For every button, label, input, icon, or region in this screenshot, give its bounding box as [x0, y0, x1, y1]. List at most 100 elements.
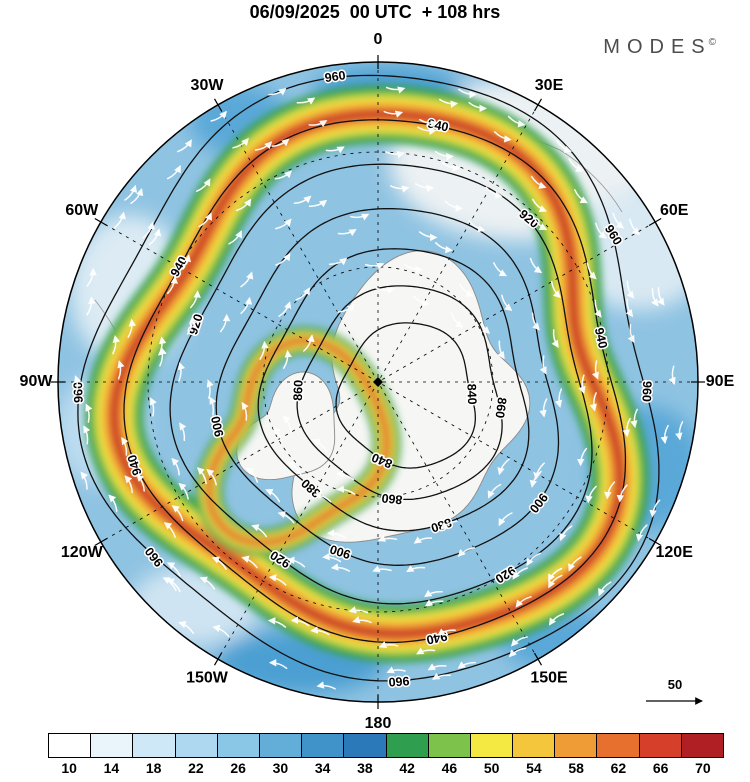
contour-label: 860 — [291, 380, 306, 401]
wind-arrow-icon — [196, 178, 211, 192]
colorbar: 10 14 18 22 26 30 34 38 42 46 50 54 58 62 66 70 — [48, 733, 724, 778]
wind-arrow-icon — [271, 138, 290, 147]
wind-arrow-icon — [316, 681, 336, 690]
wind-arrow-icon — [559, 525, 573, 542]
wind-arrow-icon — [595, 222, 607, 239]
meridian-label: 30W — [191, 77, 225, 94]
map-field: 9609609609609609609409409409409409209209… — [58, 62, 698, 702]
wind-arrow-icon — [275, 252, 291, 266]
wind-arrow-icon — [530, 175, 547, 189]
wind-arrow-icon — [277, 510, 295, 524]
wind-arrow-icon — [418, 231, 438, 242]
wind-arrow-icon — [219, 313, 231, 333]
wind-arrow-icon — [627, 324, 635, 344]
wind-arrow-icon — [171, 457, 180, 476]
wind-arrow-icon — [591, 360, 599, 380]
wind-arrow-icon — [212, 624, 230, 637]
wind-arrow-icon — [629, 218, 641, 235]
wind-arrow-icon — [189, 290, 201, 309]
wind-arrow-icon — [531, 312, 540, 331]
wind-arrow-icon — [626, 280, 635, 299]
colorbar-tick: 34 — [314, 760, 331, 776]
wind-arrow-icon — [240, 296, 253, 315]
wind-arrow-icon — [649, 499, 661, 518]
contour-label: 960 — [324, 68, 347, 85]
wind-arrow-icon — [124, 475, 133, 494]
wind-arrow-icon — [210, 110, 228, 122]
wind-arrow-icon — [166, 165, 181, 180]
wind-arrow-icon — [427, 663, 447, 671]
wind-arrow-icon — [328, 257, 348, 266]
wind-arrow-icon — [127, 318, 137, 338]
wind-arrow-icon — [308, 199, 328, 208]
wind-arrow-icon — [375, 286, 395, 295]
wind-arrow-icon — [386, 666, 406, 674]
wind-arrow-icon — [574, 189, 588, 204]
wind-arrow-icon — [510, 636, 528, 647]
wind-arrow-icon — [501, 294, 513, 312]
wind-arrow-icon — [507, 115, 526, 128]
wind-arrow-icon — [589, 392, 597, 412]
wind-arrow-icon — [303, 334, 315, 352]
wind-arrow-icon — [515, 596, 532, 608]
meridian-label: 90W — [20, 373, 54, 390]
wind-arrow-icon — [74, 375, 82, 395]
wind-arrow-icon — [568, 556, 582, 572]
wind-arrow-icon — [272, 427, 283, 445]
wind-arrow-icon — [651, 288, 659, 307]
wind-arrow-icon — [348, 606, 369, 614]
wind-arrow-icon — [335, 470, 355, 481]
wind-arrow-icon — [468, 101, 487, 113]
meridian-labels: 0 30E 60E 90E 120E 150E 180 150W 120W 90W 60W 30W — [20, 31, 735, 730]
wind-arrow-icon — [493, 262, 508, 277]
wind-arrow-icon — [286, 556, 306, 568]
wind-arrow-icon — [625, 298, 634, 318]
wind-arrow-icon — [268, 574, 287, 586]
wind-arrow-icon — [450, 312, 464, 328]
colorbar-tick: 50 — [483, 760, 500, 776]
wind-arrow-icon — [108, 494, 118, 512]
wind-arrow-icon — [668, 365, 676, 386]
wind-arrow-icon — [424, 599, 444, 607]
wind-arrow-icon — [251, 524, 268, 538]
wind-arrow-icon — [150, 397, 157, 417]
wind-arrow-icon — [508, 647, 527, 658]
contour-label: 860 — [381, 491, 403, 507]
wind-arrow-icon — [539, 398, 548, 418]
colorbar-cell — [91, 734, 134, 757]
wind-arrow-icon — [268, 658, 288, 670]
colorbar-tick: 58 — [568, 760, 584, 776]
wind-arrow-icon — [130, 188, 144, 205]
wind-arrow-icon — [512, 567, 529, 580]
wind-arrow-icon — [296, 97, 316, 105]
wind-arrow-icon — [282, 349, 292, 369]
pole-marker-icon — [373, 377, 383, 387]
colorbar-cell — [175, 734, 218, 757]
map-boundary — [51, 55, 705, 709]
contour-label: 960 — [388, 674, 410, 689]
colorbar-cell — [302, 734, 345, 757]
colorbar-tick: 10 — [61, 760, 77, 776]
meridian-label: 180 — [365, 715, 392, 730]
wind-arrow-icon — [148, 228, 162, 246]
wind-arrow-icon — [325, 146, 345, 154]
wind-arrow-icon — [493, 131, 512, 143]
wind-arrow-icon — [622, 417, 631, 438]
wind-arrow-icon — [550, 280, 561, 299]
wind-arrow-icon — [295, 287, 311, 301]
wind-arrow-icon — [586, 262, 597, 280]
colorbar-tick: 26 — [230, 760, 246, 776]
wind-arrow-icon — [372, 565, 392, 573]
meridian-label: 90E — [706, 373, 735, 390]
wind-arrow-icon — [86, 267, 97, 287]
wind-arrow-icon — [532, 198, 548, 213]
wind-arrow-icon — [86, 296, 96, 316]
colorbar-cell — [386, 734, 429, 757]
contour-label: 940 — [592, 326, 610, 349]
wind-arrow-icon — [414, 183, 435, 193]
wind-arrow-icon — [186, 315, 197, 335]
wind-arrow-icon — [259, 340, 269, 360]
wind-arrow-icon — [457, 661, 477, 669]
wind-arrow-icon — [529, 470, 542, 488]
wind-arrow-icon — [459, 283, 474, 297]
